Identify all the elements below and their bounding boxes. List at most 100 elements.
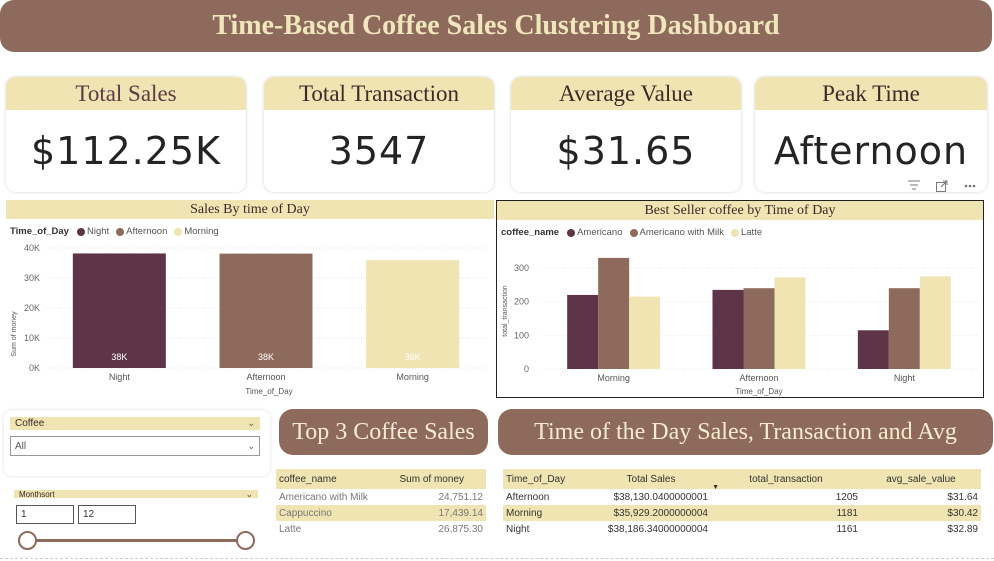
x-tick-label: Night (894, 373, 916, 383)
chart-title: Best Seller coffee by Time of Day (497, 201, 983, 220)
y-tick-label: 200 (514, 297, 529, 307)
tod-table-title: Time of the Day Sales, Transaction and A… (498, 409, 993, 455)
x-axis-title: Time_of_Day (245, 387, 292, 396)
dashboard-title-bar: Time-Based Coffee Sales Clustering Dashb… (0, 0, 992, 52)
coffee-slicer[interactable]: Coffee ⌄ All ⌄ (4, 410, 270, 476)
sort-descending-icon: ▼ (712, 484, 719, 491)
table-cell: 1181 (711, 505, 861, 521)
y-tick-label: 20K (24, 303, 40, 313)
column-header[interactable]: total_transaction (711, 469, 861, 489)
kpi-value: $31.65 (556, 129, 696, 173)
table-cell: $38,130.0400000001 (613, 491, 708, 503)
kpi-label: Peak Time (755, 77, 987, 110)
chevron-down-icon: ⌄ (247, 418, 255, 428)
data-label: 38K (258, 352, 274, 362)
table-cell: Cappuccino (276, 505, 397, 521)
dashboard-title: Time-Based Coffee Sales Clustering Dashb… (212, 10, 780, 41)
month-range-track[interactable] (28, 539, 246, 542)
kpi-value: $112.25K (30, 129, 222, 173)
focus-mode-icon[interactable] (936, 180, 948, 195)
table-row[interactable]: Americano with Milk 24,751.12 (276, 489, 486, 505)
kpi-label: Total Sales (6, 77, 246, 110)
month-range-handle-start[interactable] (18, 531, 37, 550)
kpi-card-average-value[interactable]: Average Value $31.65 (511, 77, 741, 192)
legend-swatch (629, 228, 638, 237)
bar-afternoon-series-1 (743, 288, 775, 369)
kpi-card-total-sales[interactable]: Total Sales $112.25K (6, 77, 246, 192)
table-cell: Americano with Milk (279, 491, 368, 503)
coffee-dropdown[interactable]: All ⌄ (10, 436, 260, 456)
column-header-sorted[interactable]: Total Sales ▼ (591, 469, 719, 491)
table-cell: Afternoon (506, 491, 550, 503)
data-label: 38K (111, 352, 127, 362)
y-tick-label: 100 (514, 330, 529, 340)
legend-title: coffee_name (501, 227, 560, 238)
column-header[interactable]: Sum of money (396, 469, 486, 489)
month-slicer-label: Monthsort (19, 489, 55, 499)
month-to-input[interactable]: 12 (78, 505, 136, 524)
column-header[interactable]: coffee_name (276, 469, 397, 489)
coffee-slicer-label: Coffee (15, 418, 45, 429)
bar-afternoon-series-0 (712, 289, 744, 369)
table-cell: $35,929.2000000004 (591, 505, 711, 521)
bottom-divider (0, 558, 994, 559)
bar-night-series-1 (888, 288, 920, 369)
table-cell: $30.42 (861, 505, 981, 521)
column-header[interactable]: avg_sale_value (861, 469, 981, 489)
legend-swatch (76, 227, 85, 236)
chart-legend: coffee_name Americano Americano with Mil… (501, 227, 765, 238)
table-cell: 24,751.12 (438, 491, 484, 503)
sales-by-time-chart: Sum of money Time_of_Day 0K 10K 20K 30K 40K 3… (11, 243, 486, 396)
chart-legend: Time_of_Day Night Afternoon Morning (10, 226, 222, 237)
table-cell: Night (506, 523, 530, 535)
bar-night-series-0 (857, 330, 889, 369)
y-axis-title: total_transaction (502, 285, 509, 336)
table-row[interactable]: Latte 26,875.30 (276, 521, 486, 537)
month-range-handle-end[interactable] (236, 531, 255, 550)
y-tick-label: 0K (29, 363, 40, 373)
x-tick-label: Afternoon (246, 372, 285, 382)
table-row[interactable]: Night $38,186.34000000004 1161 $32.89 (503, 521, 981, 537)
coffee-slicer-header: Coffee ⌄ (10, 417, 260, 430)
table-header-row: Time_of_Day Total Sales ▼ total_transacti… (503, 469, 981, 491)
x-axis-title: Time_of_Day (735, 387, 782, 396)
legend-swatch (116, 227, 125, 236)
chevron-down-icon: ⌄ (245, 488, 253, 499)
month-from-input[interactable]: 1 (16, 505, 74, 524)
kpi-value: 3547 (328, 129, 430, 173)
y-tick-label: 300 (514, 263, 529, 273)
table-cell: Latte (279, 523, 302, 535)
table-row[interactable]: Afternoon $38,130.0400000001 1205 $31.64 (503, 489, 981, 505)
table-row[interactable]: Cappuccino 17,439.14 (276, 505, 486, 521)
sales-by-time-chart-panel[interactable]: Sales By time of Day Time_of_Day Night A… (6, 200, 494, 396)
top3-table: coffee_name Sum of money Americano with … (276, 469, 486, 537)
chevron-down-icon[interactable]: ⌄ (247, 440, 255, 451)
table-row[interactable]: Morning $35,929.2000000004 1181 $30.42 (503, 505, 981, 521)
legend-item-morning: Morning (184, 226, 219, 237)
more-options-icon[interactable] (964, 178, 976, 193)
table-cell: 1161 (836, 523, 858, 535)
month-slicer[interactable]: Monthsort ⌄ 1 12 (4, 478, 270, 558)
filter-icon[interactable] (908, 180, 920, 193)
column-header[interactable]: Time_of_Day (503, 469, 591, 489)
x-tick-label: Night (109, 372, 131, 382)
kpi-value: Afternoon (773, 129, 969, 173)
kpi-label: Total Transaction (264, 77, 494, 110)
table-cell: 1205 (835, 491, 858, 503)
kpi-card-total-transaction[interactable]: Total Transaction 3547 (264, 77, 494, 192)
kpi-label: Average Value (511, 77, 741, 110)
legend-swatch (730, 228, 739, 237)
data-label: 36K (405, 352, 421, 362)
y-tick-label: 40K (24, 243, 40, 253)
x-tick-label: Morning (597, 373, 630, 383)
best-seller-chart: total_transaction Time_of_Day 0 100 200 300… (502, 257, 977, 396)
kpi-card-peak-time[interactable]: Peak Time Afternoon (755, 77, 987, 192)
table-cell: $38,186.34000000004 (607, 523, 708, 535)
bar-night-series-2 (919, 276, 951, 369)
y-axis-title: Sum of money (11, 311, 18, 357)
table-cell: Morning (503, 505, 591, 521)
best-seller-chart-panel[interactable]: Best Seller coffee by Time of Day coffee… (496, 200, 984, 398)
tod-table: Time_of_Day Total Sales ▼ total_transacti… (503, 469, 981, 537)
y-tick-label: 30K (24, 273, 40, 283)
table-cell: $32.89 (947, 523, 978, 535)
